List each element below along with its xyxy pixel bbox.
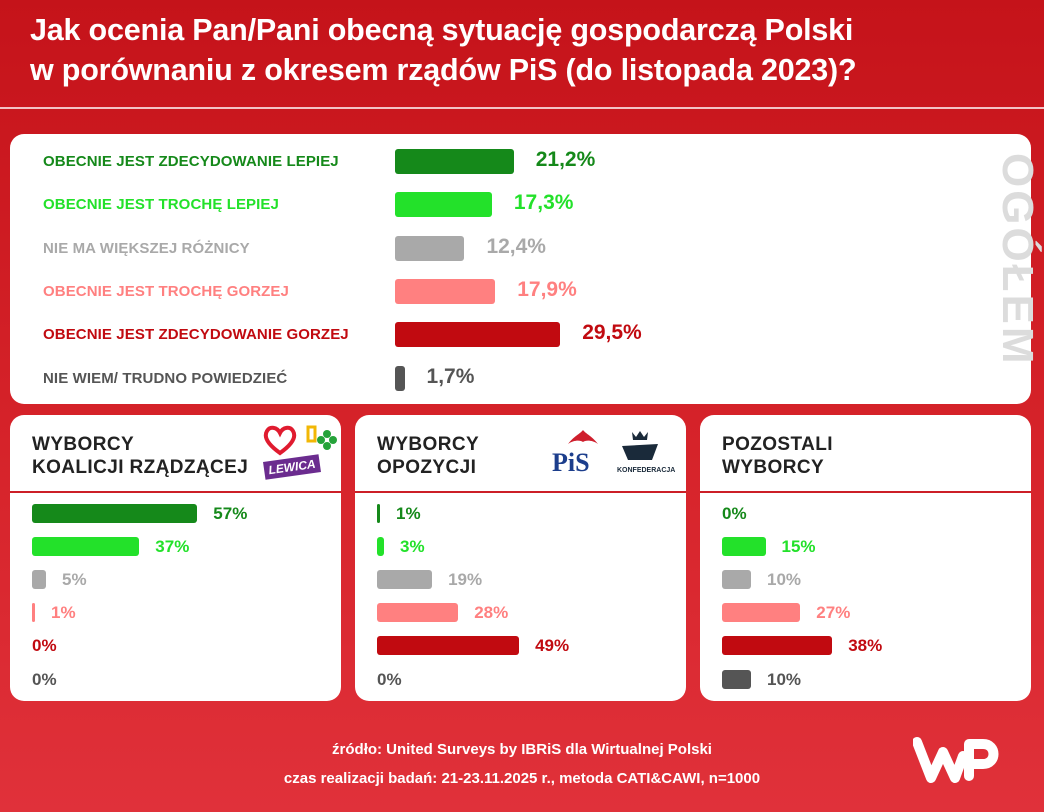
card-divider — [10, 491, 341, 493]
overall-value-label: 17,9% — [517, 278, 577, 301]
group-value-label: 0% — [32, 670, 57, 689]
other-voters-card: POZOSTALI WYBORCY — [700, 415, 1031, 701]
group-value-label: 15% — [781, 537, 816, 556]
overall-value-label: 1,7% — [426, 365, 475, 388]
group-value-label: 57% — [213, 504, 248, 523]
group-value-label: 28% — [474, 603, 509, 622]
group-value-label: 37% — [155, 537, 190, 556]
category-label: NIE WIEM/ TRUDNO POWIEDZIEĆ — [43, 370, 288, 387]
category-label: OBECNIE JEST ZDECYDOWANIE LEPIEJ — [43, 153, 339, 170]
title-line-2: w porównaniu z okresem rządów PiS (do li… — [30, 53, 857, 87]
overall-bar — [395, 236, 465, 261]
group-value-label: 27% — [816, 603, 851, 622]
overall-bar — [395, 279, 496, 304]
group-bar — [32, 504, 198, 523]
group-value-label: 0% — [32, 636, 57, 655]
group-value-label: 10% — [767, 570, 802, 589]
wp-brand-logo-icon — [913, 737, 999, 783]
group-bar — [722, 603, 801, 622]
group-value-label: 38% — [848, 636, 883, 655]
group-bar — [377, 570, 433, 589]
title-line-1: Jak ocenia Pan/Pani obecną sytuację gosp… — [30, 13, 854, 47]
opposition-voters-heading: WYBORCY OPOZYCJI — [377, 434, 480, 478]
card-divider — [355, 491, 686, 493]
konfederacja-logo: KONFEDERACJA — [617, 467, 676, 474]
coalition-voters-card: WYBORCY KOALICJI RZĄDZĄCEJ — [10, 415, 341, 701]
pis-logo: PiS — [552, 448, 590, 477]
category-label: NIE MA WIĘKSZEJ RÓŻNICY — [43, 240, 250, 257]
group-value-label: 0% — [377, 670, 402, 689]
coalition-voters-heading: WYBORCY KOALICJI RZĄDZĄCEJ — [32, 434, 249, 478]
group-bar — [32, 603, 35, 622]
card-divider — [700, 491, 1031, 493]
group-value-label: 3% — [400, 537, 425, 556]
other-voters-heading: POZOSTALI WYBORCY — [722, 434, 833, 478]
group-value-label: 0% — [722, 504, 747, 523]
overall-value-label: 29,5% — [582, 321, 642, 344]
overall-bar — [395, 366, 405, 391]
group-bar — [722, 537, 766, 556]
group-value-label: 19% — [448, 570, 483, 589]
group-value-label: 1% — [51, 603, 76, 622]
overall-bar — [395, 192, 492, 217]
group-value-label: 5% — [62, 570, 87, 589]
category-label: OBECNIE JEST TROCHĘ GORZEJ — [43, 283, 289, 300]
group-value-label: 49% — [535, 636, 570, 655]
konfederacja-ship-logo-icon — [622, 431, 658, 460]
category-label: OBECNIE JEST ZDECYDOWANIE GORZEJ — [43, 326, 349, 343]
group-bar — [32, 570, 46, 589]
polska2050-psl-logo-icon — [306, 425, 337, 450]
group-bar — [377, 504, 380, 523]
overall-bar — [395, 149, 514, 174]
group-value-label: 1% — [396, 504, 421, 523]
group-bar — [722, 670, 751, 689]
group-value-label: 10% — [767, 670, 802, 689]
group-bar — [722, 570, 751, 589]
title-divider — [0, 107, 1044, 109]
ko-heart-logo-icon — [263, 425, 297, 456]
methodology-note: czas realizacji badań: 21-23.11.2025 r.,… — [283, 770, 761, 787]
overall-chart-card — [10, 134, 1031, 404]
group-bar — [32, 537, 140, 556]
category-label: OBECNIE JEST TROCHĘ LEPIEJ — [43, 196, 279, 213]
group-bar — [377, 603, 459, 622]
overall-bar — [395, 322, 561, 347]
overall-value-label: 17,3% — [513, 191, 574, 214]
overall-value-label: 21,2% — [535, 148, 596, 171]
overall-value-label: 12,4% — [486, 235, 546, 258]
page-title: Jak ocenia Pan/Pani obecną sytuację gosp… — [30, 10, 1030, 90]
pis-eagle-icon — [568, 430, 598, 444]
group-bar — [377, 636, 520, 655]
group-bar — [377, 537, 384, 556]
source-note: źródło: United Surveys by IBRiS dla Wirt… — [332, 741, 712, 758]
group-bar — [722, 636, 833, 655]
overall-panel-label: OGÓŁEM — [993, 153, 1042, 367]
